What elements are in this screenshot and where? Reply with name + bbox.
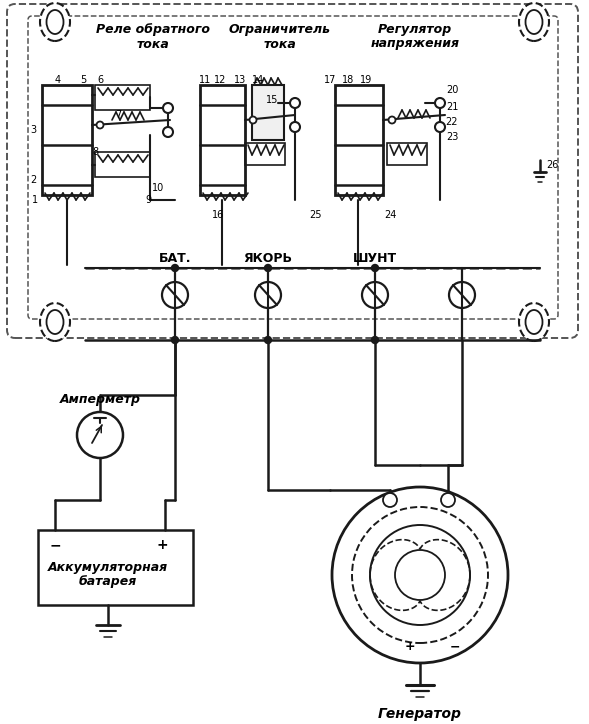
Circle shape bbox=[171, 264, 178, 272]
Text: 18: 18 bbox=[342, 75, 354, 85]
Bar bbox=[200, 85, 245, 195]
Circle shape bbox=[255, 282, 281, 308]
Text: 8: 8 bbox=[92, 147, 98, 157]
Text: 13: 13 bbox=[234, 75, 246, 85]
Text: 11: 11 bbox=[199, 75, 211, 85]
Circle shape bbox=[332, 487, 508, 663]
Text: Генератор: Генератор bbox=[378, 707, 462, 721]
Ellipse shape bbox=[40, 303, 70, 341]
Ellipse shape bbox=[525, 310, 542, 334]
Circle shape bbox=[372, 337, 379, 343]
Text: 14: 14 bbox=[252, 75, 264, 85]
Ellipse shape bbox=[519, 3, 549, 41]
Bar bbox=[42, 85, 92, 195]
Bar bbox=[387, 143, 427, 165]
Circle shape bbox=[290, 98, 300, 108]
Text: 4: 4 bbox=[55, 75, 61, 85]
Text: 10: 10 bbox=[152, 183, 164, 193]
Circle shape bbox=[370, 525, 470, 625]
Circle shape bbox=[435, 98, 445, 108]
Circle shape bbox=[362, 282, 388, 308]
Bar bbox=[245, 143, 285, 165]
Bar bbox=[95, 152, 150, 177]
Text: −: − bbox=[49, 538, 61, 552]
Circle shape bbox=[171, 337, 178, 343]
Text: 16: 16 bbox=[212, 210, 224, 220]
Circle shape bbox=[250, 117, 256, 124]
Circle shape bbox=[163, 103, 173, 113]
Circle shape bbox=[441, 493, 455, 507]
Text: батарея: батарея bbox=[79, 576, 137, 589]
Text: Ограничитель: Ограничитель bbox=[229, 23, 331, 36]
Text: 3: 3 bbox=[30, 125, 36, 135]
Circle shape bbox=[435, 122, 445, 132]
Circle shape bbox=[162, 282, 188, 308]
FancyBboxPatch shape bbox=[7, 4, 578, 338]
Circle shape bbox=[163, 127, 173, 137]
Text: 12: 12 bbox=[214, 75, 226, 85]
Text: тока: тока bbox=[137, 38, 170, 51]
Bar bbox=[335, 85, 383, 195]
Circle shape bbox=[97, 122, 104, 128]
Text: −: − bbox=[450, 641, 460, 654]
Circle shape bbox=[264, 337, 272, 343]
Text: 15: 15 bbox=[266, 95, 278, 105]
Circle shape bbox=[389, 117, 395, 124]
Text: напряжения: напряжения bbox=[370, 38, 459, 51]
Bar bbox=[252, 85, 284, 140]
Text: +: + bbox=[405, 641, 415, 654]
Text: Регулятор: Регулятор bbox=[378, 23, 452, 36]
Ellipse shape bbox=[40, 3, 70, 41]
Text: 19: 19 bbox=[360, 75, 372, 85]
Text: 17: 17 bbox=[324, 75, 336, 85]
Circle shape bbox=[264, 264, 272, 272]
Bar bbox=[95, 85, 150, 110]
Text: 21: 21 bbox=[446, 102, 458, 112]
Text: 23: 23 bbox=[446, 132, 458, 142]
Circle shape bbox=[77, 412, 123, 458]
Text: +: + bbox=[156, 538, 168, 552]
Text: 6: 6 bbox=[97, 75, 103, 85]
Text: 22: 22 bbox=[446, 117, 458, 127]
Ellipse shape bbox=[519, 303, 549, 341]
Text: 25: 25 bbox=[309, 210, 321, 220]
Text: ЯКОРЬ: ЯКОРЬ bbox=[243, 251, 293, 264]
Ellipse shape bbox=[47, 310, 64, 334]
Text: 26: 26 bbox=[546, 160, 558, 170]
Circle shape bbox=[449, 282, 475, 308]
Circle shape bbox=[383, 493, 397, 507]
Text: ШУНТ: ШУНТ bbox=[353, 251, 397, 264]
Circle shape bbox=[395, 550, 445, 600]
Ellipse shape bbox=[47, 10, 64, 34]
Text: 2: 2 bbox=[30, 175, 36, 185]
Text: Реле обратного: Реле обратного bbox=[96, 23, 210, 36]
Text: Амперметр: Амперметр bbox=[59, 394, 141, 406]
Text: Аккумуляторная: Аккумуляторная bbox=[48, 560, 168, 573]
Text: 5: 5 bbox=[80, 75, 86, 85]
Text: 7: 7 bbox=[115, 110, 121, 120]
Text: тока: тока bbox=[264, 38, 296, 51]
Circle shape bbox=[290, 122, 300, 132]
Ellipse shape bbox=[525, 10, 542, 34]
Text: БАТ.: БАТ. bbox=[159, 251, 191, 264]
Text: 1: 1 bbox=[32, 195, 38, 205]
Bar bbox=[38, 530, 193, 605]
Text: 20: 20 bbox=[446, 85, 458, 95]
Circle shape bbox=[372, 264, 379, 272]
Text: 9: 9 bbox=[145, 195, 151, 205]
Text: 24: 24 bbox=[384, 210, 396, 220]
